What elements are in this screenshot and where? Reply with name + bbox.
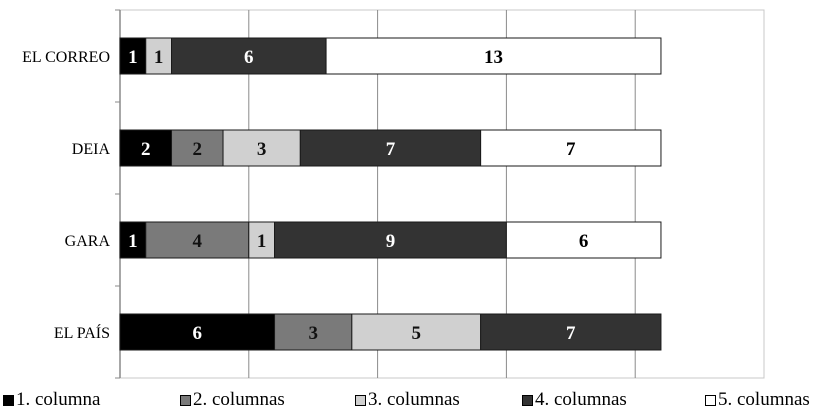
legend-swatch [180,394,191,406]
data-label: 7 [566,139,576,160]
bar-segment-deia-series-1 [119,129,173,167]
legend-swatch [522,394,533,406]
legend: 1. columna 2. columnas 3. columnas 4. colum… [0,388,826,413]
data-label: 1 [257,231,267,252]
data-label: 4 [193,231,203,252]
legend-item: 3. columnas [355,389,460,411]
legend-label: 3. columnas [368,389,460,410]
data-label: 6 [579,231,589,252]
legend-swatch [355,394,366,406]
data-label: 2 [141,139,151,160]
bar-segment-el-correo-series-4 [171,37,327,75]
legend-label: 2. columnas [193,389,285,410]
data-label: 5 [411,323,421,344]
category-label: EL CORREO [22,49,110,66]
data-label: 6 [244,47,254,68]
data-label: 7 [566,323,576,344]
bar-segment-el-pais-series-2 [274,313,353,351]
bar-segment-el-correo-series-1 [119,37,147,75]
data-label: 1 [128,47,138,68]
data-label: 13 [484,47,503,68]
data-label: 2 [193,139,203,160]
bar-segment-deia-series-3 [222,129,301,167]
category-label: GARA [65,233,111,250]
data-label: 7 [386,139,396,160]
bar-segment-gara-series-4 [274,221,507,259]
data-label: 1 [128,231,138,252]
category-label: EL PAÍS [54,323,110,342]
bar-segment-el-pais-series-4 [480,313,662,351]
bar-segment-el-correo-series-3 [145,37,173,75]
legend-label: 5. columnas [718,389,810,410]
bar-segment-el-correo-series-5 [325,37,662,75]
bar-segment-gara-series-1 [119,221,147,259]
data-label: 3 [257,139,267,160]
legend-swatch [3,394,14,406]
data-label: 9 [386,231,396,252]
legend-swatch [705,394,716,406]
legend-label: 4. columnas [535,389,627,410]
legend-label: 1. columna [16,389,101,410]
bar-segment-gara-series-5 [505,221,662,259]
legend-item: 2. columnas [180,389,285,411]
bar-segment-deia-series-5 [480,129,662,167]
bar-segment-el-pais-series-3 [351,313,482,351]
bar-segment-deia-series-4 [299,129,482,167]
bar-segment-gara-series-2 [145,221,250,259]
legend-item: 1. columna [3,389,100,411]
data-label: 1 [154,47,164,68]
category-label: DEIA [72,141,111,158]
data-label: 3 [308,323,318,344]
bar-segment-el-pais-series-1 [119,313,276,351]
bar-segment-deia-series-2 [171,129,224,167]
data-label: 6 [193,323,203,344]
legend-item: 4. columnas [522,389,627,411]
legend-item: 5. columnas [705,389,810,411]
